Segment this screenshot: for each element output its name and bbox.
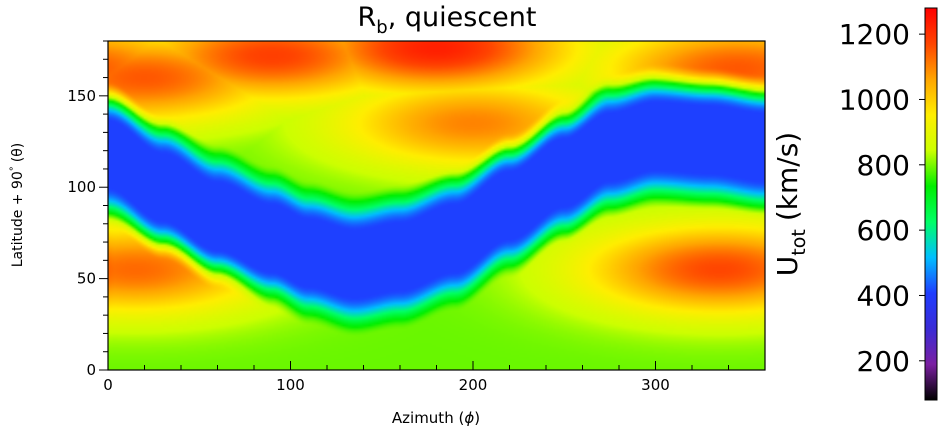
x-tick-label: 0 [103, 376, 113, 394]
colorbar-tick-label: 1000 [839, 83, 910, 116]
y-axis-label-symbol: (θ) [10, 143, 26, 163]
x-tick-label: 300 [641, 376, 670, 394]
colorbar-tick-label: 400 [857, 279, 910, 312]
colorbar [924, 7, 938, 401]
chart-title-subscript: b [376, 17, 387, 38]
colorbar-tick-label: 600 [857, 214, 910, 247]
y-axis: 0 50 100 150 [67, 40, 108, 379]
x-axis: 0 100 200 300 [103, 361, 766, 394]
plot-area [107, 40, 766, 371]
y-axis-label: Latitude + 90°(θ) [9, 143, 26, 268]
y-tick-label: 0 [86, 361, 96, 379]
x-tick-label: 100 [276, 376, 305, 394]
x-axis-label-symbol: ϕ [464, 409, 474, 427]
x-tick-label: 200 [459, 376, 488, 394]
chart-title: Rb, quiescent [358, 2, 537, 38]
y-tick-label: 50 [77, 270, 96, 288]
chart-title-rest: , quiescent [388, 2, 537, 33]
y-tick-label: 100 [67, 178, 96, 196]
x-axis-label: Azimuth (ϕ) [392, 409, 480, 427]
colorbar-tick-label: 800 [857, 149, 910, 182]
heatmap-image [108, 41, 765, 370]
colorbar-ticks: 200 400 600 800 1000 1200 [839, 18, 925, 378]
colorbar-tick-label: 1200 [839, 18, 910, 51]
y-tick-label: 150 [67, 87, 96, 105]
colorbar-label-subscript: tot [788, 229, 810, 256]
colorbar-label-unit: (km/s) [771, 132, 804, 221]
y-axis-label-degree: ° [9, 166, 20, 171]
colorbar-label: Utot(km/s) [771, 132, 810, 276]
colorbar-tick-label: 200 [857, 345, 910, 378]
